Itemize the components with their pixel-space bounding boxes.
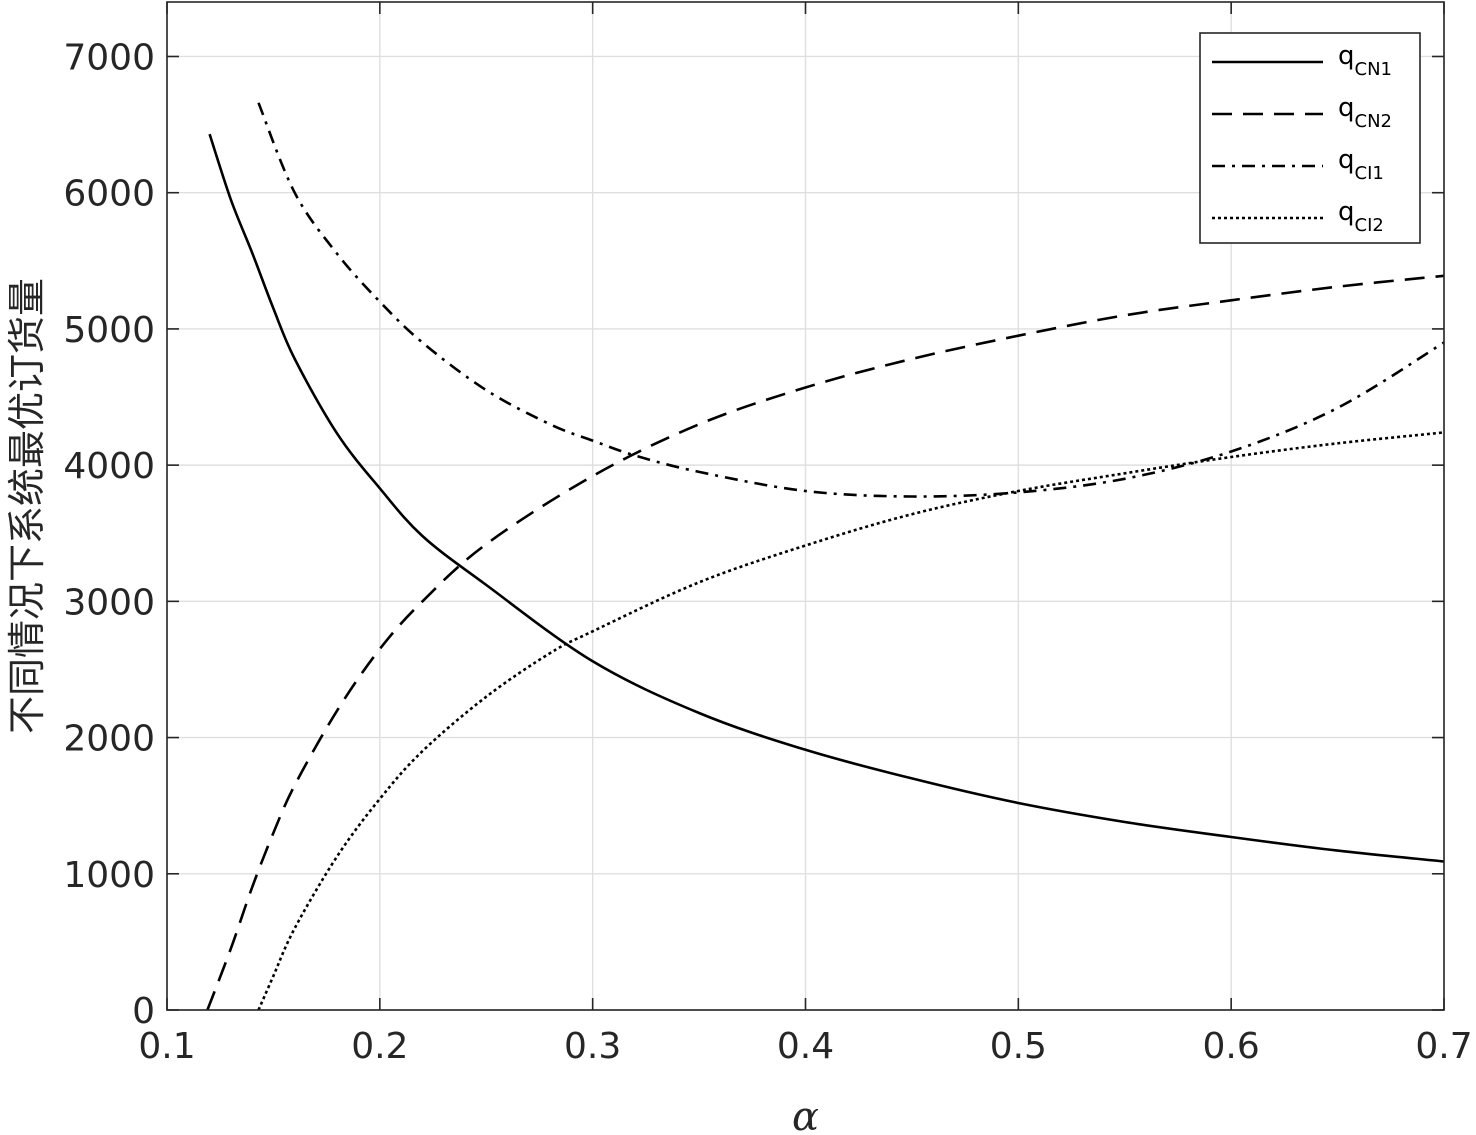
y-tick-label: 2000 bbox=[63, 719, 155, 760]
y-tick-label: 6000 bbox=[63, 174, 155, 215]
legend-label-main: q bbox=[1338, 145, 1355, 175]
series-line-cn1 bbox=[208, 133, 1445, 863]
x-tick-label: 0.6 bbox=[1203, 1026, 1260, 1067]
y-tick-label: 0 bbox=[132, 991, 155, 1032]
x-tick-label: 0.1 bbox=[138, 1026, 195, 1067]
y-axis-label: 不同情况下系统最优订货量 bbox=[5, 278, 49, 734]
legend-label-main: q bbox=[1338, 197, 1355, 227]
legend-label-ci2: qCI2 bbox=[1338, 197, 1384, 236]
legend-box bbox=[1199, 32, 1421, 244]
y-tick-label: 1000 bbox=[63, 855, 155, 896]
y-tick-label: 7000 bbox=[63, 37, 155, 78]
series-line-ci1 bbox=[257, 102, 1445, 498]
legend-label-ci1: qCI1 bbox=[1338, 145, 1384, 184]
legend-label-subscript: CN2 bbox=[1355, 111, 1393, 132]
x-tick-label: 0.2 bbox=[351, 1026, 408, 1067]
legend-label-subscript: CI1 bbox=[1355, 163, 1384, 184]
x-tick-label: 0.3 bbox=[564, 1026, 621, 1067]
axis-ticks: 0.1 0.2 0.3 0.4 0.5 0.6 0.7 0 1000 2000 3000 4000 50… bbox=[63, 2, 1473, 1067]
y-tick-label: 3000 bbox=[63, 582, 155, 623]
series-line-ci2 bbox=[257, 431, 1445, 1011]
legend-label-main: q bbox=[1338, 41, 1355, 71]
legend-label-cn2: qCN2 bbox=[1338, 93, 1392, 132]
series-lines bbox=[206, 102, 1445, 1011]
x-tick-label: 0.5 bbox=[990, 1026, 1047, 1067]
x-tick-label: 0.7 bbox=[1415, 1026, 1472, 1067]
y-tick-label: 5000 bbox=[63, 310, 155, 351]
legend-label-cn1: qCN1 bbox=[1338, 41, 1392, 80]
legend-label-subscript: CN1 bbox=[1355, 59, 1393, 80]
legend-label-main: q bbox=[1338, 93, 1355, 123]
x-axis-label: α bbox=[792, 1094, 819, 1135]
x-tick-label: 0.4 bbox=[777, 1026, 834, 1067]
legend-label-subscript: CI2 bbox=[1355, 215, 1384, 236]
series-line-cn2 bbox=[206, 274, 1445, 1011]
y-tick-label: 4000 bbox=[63, 446, 155, 487]
